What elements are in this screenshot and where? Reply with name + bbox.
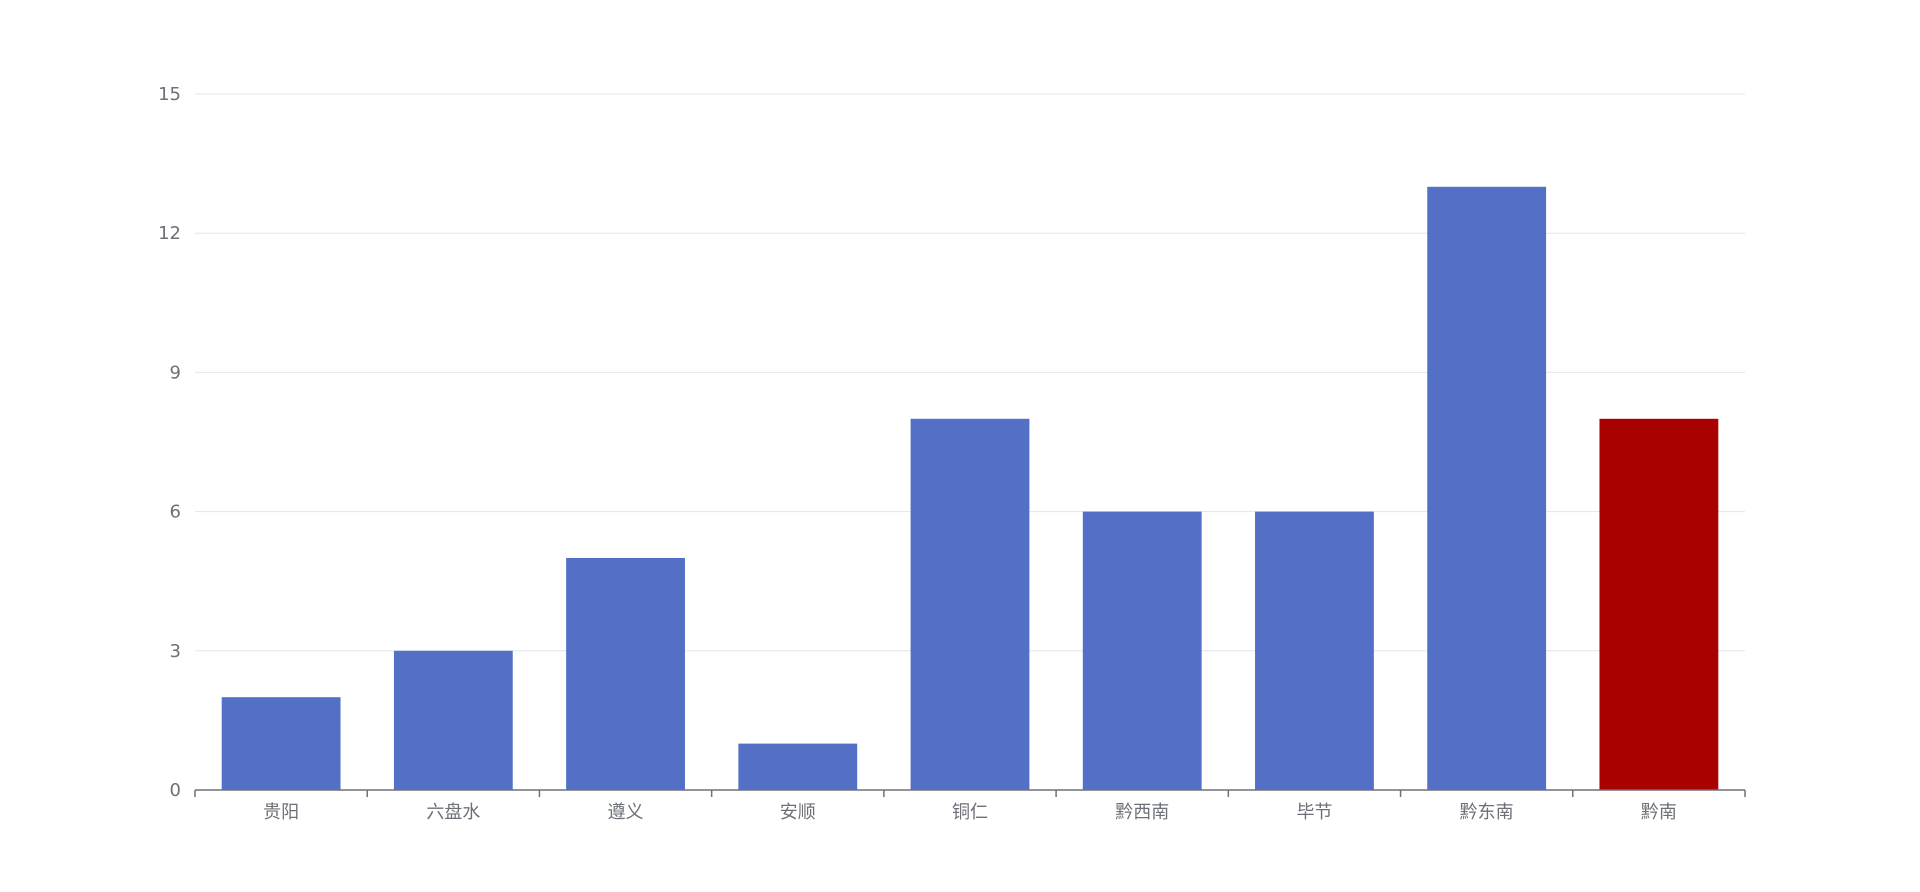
x-tick-label: 黔西南 — [1115, 802, 1169, 823]
x-tick-label: 六盘水 — [426, 802, 480, 823]
x-tick-label: 黔东南 — [1460, 802, 1514, 823]
x-tick-label: 铜仁 — [952, 802, 988, 823]
y-tick-label: 9 — [170, 362, 181, 383]
y-tick-label: 12 — [158, 223, 181, 244]
bar-4[interactable] — [738, 743, 858, 790]
bar-1[interactable] — [221, 697, 341, 790]
x-tick-label: 安顺 — [780, 802, 816, 823]
bar-7[interactable] — [1255, 511, 1374, 790]
x-tick-label: 遵义 — [608, 802, 644, 823]
bar-9[interactable] — [1599, 418, 1719, 790]
bar-series — [221, 186, 1719, 791]
bar-2[interactable] — [393, 650, 513, 790]
y-tick-label: 15 — [158, 84, 181, 105]
x-tick-label: 黔南 — [1641, 802, 1677, 823]
bar-5[interactable] — [910, 418, 1030, 790]
bar-8[interactable] — [1427, 186, 1547, 791]
y-tick-label: 6 — [170, 502, 181, 523]
axes: 0 3 6 9 12 15 贵阳 六盘水 遵义 安顺 铜仁 黔西南 毕节 黔东南 黔南 — [158, 84, 1746, 823]
bar-3[interactable] — [566, 558, 685, 790]
x-tick-label: 贵阳 — [263, 802, 299, 823]
y-tick-label: 3 — [170, 641, 181, 662]
x-tick-label: 毕节 — [1296, 802, 1332, 823]
bar-6[interactable] — [1082, 511, 1202, 790]
y-tick-label: 0 — [170, 780, 181, 801]
